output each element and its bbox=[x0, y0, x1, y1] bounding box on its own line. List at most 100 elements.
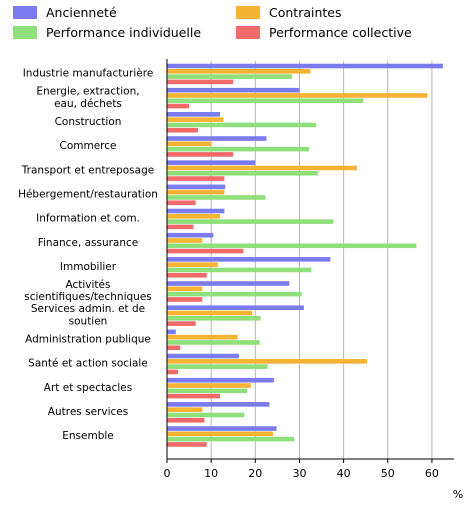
bar-anciennete-industrie-manufacturiere bbox=[167, 63, 443, 69]
bar-anciennete-hebergement-restauration bbox=[167, 184, 226, 190]
category-label-finance-assurance: Finance, assurance bbox=[38, 237, 139, 249]
bar-anciennete-information-et-com bbox=[167, 208, 225, 214]
bar-contraintes-energie-extraction-eau-dechets bbox=[167, 93, 428, 98]
bar-anciennete-autres-services bbox=[167, 402, 270, 407]
bar-performance-individuelle-services-admin-et-de-soutien bbox=[167, 316, 261, 321]
category-label-art-et-spectacles: Art et spectacles bbox=[44, 382, 132, 394]
bar-contraintes-finance-assurance bbox=[167, 238, 203, 243]
legend: Ancienneté Contraintes Performance individ… bbox=[13, 5, 412, 40]
category-label-hebergement-restauration: Hébergement/restauration bbox=[18, 188, 158, 200]
category-label-line: Information et com. bbox=[36, 213, 140, 225]
bar-contraintes-immobilier bbox=[167, 262, 218, 267]
bars bbox=[167, 63, 443, 447]
category-label-immobilier: Immobilier bbox=[60, 261, 117, 273]
bar-performance-collective-activites-scientifiques-techniques bbox=[167, 297, 203, 302]
legend-label-contraintes: Contraintes bbox=[269, 5, 342, 20]
bar-contraintes-transport-et-entreposage bbox=[167, 165, 357, 171]
bar-contraintes-administration-publique bbox=[167, 334, 238, 340]
legend-label-performance-individuelle: Performance individuelle bbox=[46, 25, 201, 40]
bar-performance-individuelle-art-et-spectacles bbox=[167, 388, 248, 394]
bar-contraintes-hebergement-restauration bbox=[167, 189, 225, 195]
bar-anciennete-commerce bbox=[167, 136, 267, 141]
bar-anciennete-finance-assurance bbox=[167, 232, 214, 238]
category-label-line: Industrie manufacturière bbox=[23, 68, 154, 80]
category-label-sante-et-action-sociale: Santé et action sociale bbox=[28, 358, 148, 370]
category-label-line: Immobilier bbox=[60, 261, 117, 273]
category-label-line: soutien bbox=[69, 315, 108, 327]
legend-swatch-performance-collective bbox=[236, 26, 260, 39]
category-label-information-et-com: Information et com. bbox=[36, 213, 140, 225]
category-label-line: Art et spectacles bbox=[44, 382, 132, 394]
bar-contraintes-activites-scientifiques-techniques bbox=[167, 286, 203, 292]
category-label-line: Construction bbox=[55, 116, 122, 128]
bar-performance-individuelle-autres-services bbox=[167, 412, 245, 418]
category-label-energie-extraction-eau-dechets: Energie, extraction, eau, déchets bbox=[36, 86, 139, 110]
bar-performance-collective-hebergement-restauration bbox=[167, 200, 196, 206]
bar-performance-collective-commerce bbox=[167, 152, 234, 157]
bar-performance-collective-immobilier bbox=[167, 272, 207, 278]
bar-performance-individuelle-commerce bbox=[167, 146, 310, 152]
bar-performance-collective-information-et-com bbox=[167, 224, 194, 230]
bar-anciennete-sante-et-action-sociale bbox=[167, 353, 239, 359]
bar-performance-individuelle-industrie-manufacturiere bbox=[167, 74, 292, 79]
bar-contraintes-ensemble bbox=[167, 431, 273, 437]
bar-performance-collective-services-admin-et-de-soutien bbox=[167, 321, 196, 326]
x-tick-label-20: 20 bbox=[248, 467, 262, 480]
bar-performance-collective-administration-publique bbox=[167, 345, 181, 351]
category-label-line: Commerce bbox=[60, 140, 117, 152]
category-label-activites-scientifiques-techniques: Activités scientifiques/techniques bbox=[24, 279, 152, 303]
x-axis-unit-label: % bbox=[453, 488, 463, 501]
bar-performance-individuelle-information-et-com bbox=[167, 219, 334, 224]
category-label-line: Hébergement/restauration bbox=[18, 188, 158, 200]
bar-performance-individuelle-sante-et-action-sociale bbox=[167, 364, 268, 369]
legend-label-performance-collective: Performance collective bbox=[269, 25, 412, 40]
legend-label-anciennete: Ancienneté bbox=[46, 5, 117, 20]
bar-performance-collective-transport-et-entreposage bbox=[167, 176, 225, 181]
bar-performance-individuelle-activites-scientifiques-techniques bbox=[167, 291, 302, 297]
category-label-autres-services: Autres services bbox=[48, 406, 128, 418]
bar-performance-collective-autres-services bbox=[167, 417, 205, 423]
bar-performance-individuelle-hebergement-restauration bbox=[167, 195, 266, 200]
bar-anciennete-transport-et-entreposage bbox=[167, 160, 256, 165]
category-label-commerce: Commerce bbox=[60, 140, 117, 152]
bar-anciennete-art-et-spectacles bbox=[167, 377, 274, 383]
x-tick-label-40: 40 bbox=[337, 467, 351, 480]
bar-performance-collective-art-et-spectacles bbox=[167, 393, 220, 399]
bar-contraintes-sante-et-action-sociale bbox=[167, 359, 368, 364]
category-label-line: Transport et entreposage bbox=[21, 164, 154, 176]
bar-performance-collective-ensemble bbox=[167, 442, 207, 447]
x-tick-label-30: 30 bbox=[292, 467, 306, 480]
bar-contraintes-industrie-manufacturiere bbox=[167, 69, 311, 74]
category-label-line: Activités bbox=[66, 279, 111, 291]
bar-performance-individuelle-transport-et-entreposage bbox=[167, 170, 319, 176]
x-tick-label-0: 0 bbox=[164, 467, 171, 480]
bar-performance-individuelle-ensemble bbox=[167, 436, 295, 442]
category-label-services-admin-et-de-soutien: Services admin. et de soutien bbox=[31, 303, 145, 327]
bar-performance-collective-sante-et-action-sociale bbox=[167, 369, 179, 375]
bar-performance-individuelle-energie-extraction-eau-dechets bbox=[167, 98, 364, 104]
bar-performance-collective-construction bbox=[167, 127, 198, 133]
category-label-line: Autres services bbox=[48, 406, 128, 418]
bar-contraintes-information-et-com bbox=[167, 214, 220, 219]
category-label-line: Ensemble bbox=[62, 430, 114, 442]
category-label-line: scientifiques/techniques bbox=[24, 291, 152, 303]
category-label-line: Energie, extraction, bbox=[36, 86, 139, 98]
bar-performance-collective-industrie-manufacturiere bbox=[167, 79, 234, 85]
bar-contraintes-commerce bbox=[167, 141, 212, 147]
bar-anciennete-administration-publique bbox=[167, 329, 176, 335]
bar-performance-individuelle-construction bbox=[167, 122, 317, 128]
category-label-construction: Construction bbox=[55, 116, 122, 128]
axes: 0 10 20 30 40 50 60% bbox=[164, 59, 463, 501]
category-label-line: Services admin. et de bbox=[31, 303, 145, 315]
category-label-transport-et-entreposage: Transport et entreposage bbox=[21, 164, 154, 176]
category-label-line: eau, déchets bbox=[54, 98, 122, 110]
legend-swatch-contraintes bbox=[236, 6, 260, 19]
bar-contraintes-services-admin-et-de-soutien bbox=[167, 310, 253, 316]
bar-contraintes-art-et-spectacles bbox=[167, 383, 251, 388]
bar-performance-collective-energie-extraction-eau-dechets bbox=[167, 103, 190, 109]
category-label-line: Administration publique bbox=[25, 333, 151, 345]
bar-anciennete-ensemble bbox=[167, 426, 277, 431]
x-tick-label-10: 10 bbox=[204, 467, 218, 480]
